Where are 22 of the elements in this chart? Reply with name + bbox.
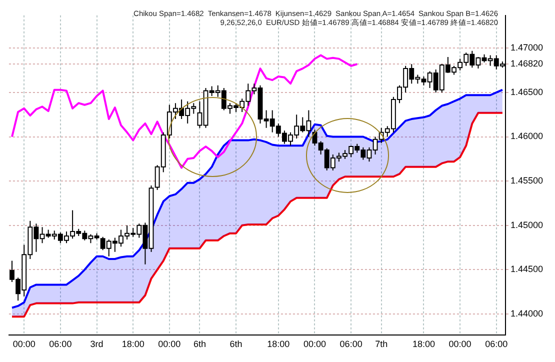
y-tick-label: 1.47000 — [510, 42, 544, 53]
x-tick-label: 00:00 — [303, 339, 326, 350]
x-tick-label: 00:00 — [448, 339, 472, 350]
x-tick-label: 6th — [193, 339, 206, 350]
y-tick-label: 1.45000 — [510, 220, 544, 230]
y-tick-label: 1.45500 — [510, 176, 544, 186]
x-tick-label: 18:00 — [412, 339, 435, 350]
x-tick-label: 18:00 — [122, 339, 144, 350]
y-tick-label: 1.46500 — [510, 86, 544, 97]
y-tick-label: 1.44500 — [510, 264, 544, 274]
x-tick-label: 18:00 — [267, 339, 290, 350]
y-tick-label: 1.44000 — [510, 308, 544, 318]
x-tick-label: 00:00 — [12, 339, 36, 350]
y-tick-label: 1.46000 — [510, 131, 544, 142]
x-tick-label: 06:00 — [49, 339, 72, 350]
x-tick-label: 06:00 — [340, 339, 362, 350]
x-tick-label: 06:00 — [485, 339, 508, 350]
x-tick-label: 00:00 — [158, 339, 181, 350]
x-tick-label: 6th — [230, 339, 242, 350]
x-tick-label: 3rd — [90, 339, 104, 350]
x-tick-label: 7th — [375, 339, 388, 350]
y-tick-label: 1.46820 — [510, 58, 544, 69]
